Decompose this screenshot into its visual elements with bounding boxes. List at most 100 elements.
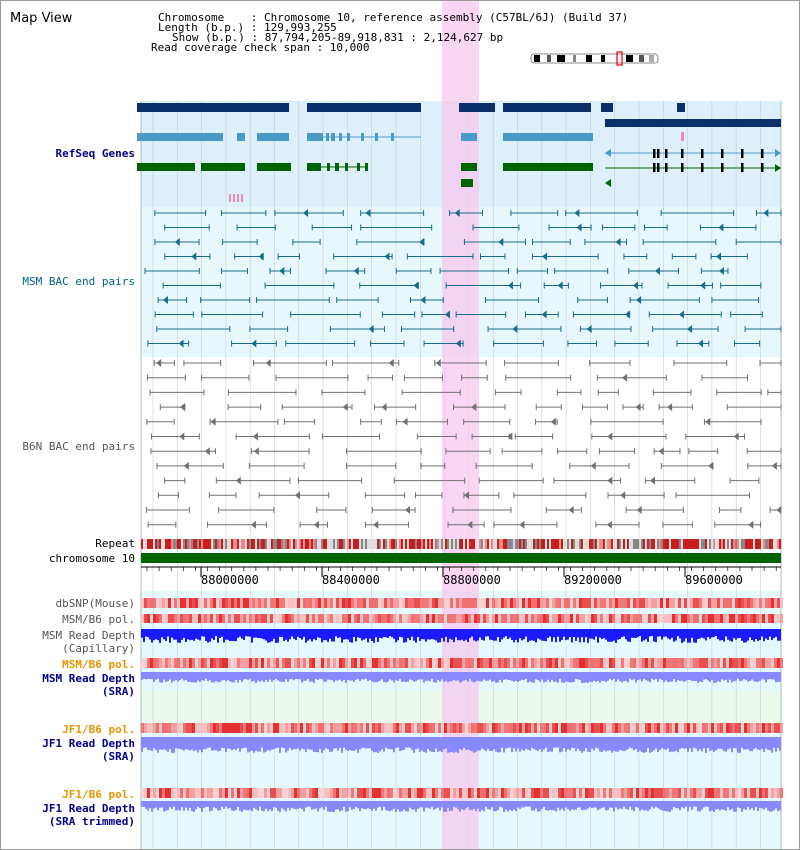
msm-pol-cell <box>144 614 147 623</box>
b6n-bac-pair-arrow <box>313 520 319 529</box>
jf1-trimmed-depth-bar <box>585 801 587 810</box>
msm-capillary-depth-bar <box>459 629 461 641</box>
jf1-trimmed-depth-bar <box>477 801 479 809</box>
jf1-trimmed-depth-bar <box>197 801 199 807</box>
msm-sra-depth-bar <box>383 672 385 682</box>
repeat-mark <box>659 539 661 549</box>
msm-sra-depth-bar <box>359 672 361 682</box>
gene-arrow <box>775 149 781 157</box>
repeat-mark <box>499 539 501 549</box>
msm-pol-cell <box>621 614 624 623</box>
track-label-msm-bac[interactable]: MSM BAC end pairs <box>22 275 135 288</box>
msm-bac-pair-arrow <box>678 310 684 319</box>
jf1-sra-depth-bar <box>251 737 253 751</box>
msm-sra-depth-bar <box>213 672 215 683</box>
jf1-trimmed-depth-bar <box>469 801 471 811</box>
msm-capillary-depth-bar <box>489 629 491 640</box>
msm-sra-depth-bar <box>307 672 309 679</box>
jf1-trimmed-depth-bar <box>543 801 545 807</box>
jf1-pol2-cell <box>747 788 750 798</box>
msm-pol-cell <box>699 614 702 623</box>
msm-pol-cell <box>531 614 534 623</box>
msm-sra-depth-bar <box>727 672 729 683</box>
msm-sra-depth-bar <box>581 672 583 683</box>
track-label-refseq[interactable]: RefSeq Genes <box>55 147 135 160</box>
repeat-mark <box>361 539 363 549</box>
jf1-pol-cell <box>579 723 582 733</box>
jf1-sra-depth-bar <box>755 737 757 749</box>
jf1-trimmed-depth-bar <box>213 801 215 808</box>
dbsnp-cell <box>618 598 621 608</box>
repeat-mark <box>223 539 225 549</box>
msm-sra-depth-bar <box>755 672 757 682</box>
msm-capillary-depth-bar <box>761 629 763 637</box>
dbsnp-cell <box>474 598 477 608</box>
jf1-pol2-cell <box>597 788 600 798</box>
jf1-pol2-cell <box>429 788 432 798</box>
msm-pol2-cell <box>399 658 402 668</box>
msm-sra-depth-bar <box>153 672 155 682</box>
jf1-sra-depth-bar <box>471 737 473 752</box>
msm-capillary-depth-bar <box>749 629 751 638</box>
msm-capillary-depth-bar <box>655 629 657 643</box>
msm-sra-depth-bar <box>283 672 285 682</box>
msm-capillary-depth-bar <box>477 629 479 641</box>
jf1-pol-cell <box>168 723 171 733</box>
msm-sra-depth-bar <box>345 672 347 683</box>
msm-pol2-cell <box>156 658 159 668</box>
msm-sra-depth-bar <box>193 672 195 683</box>
jf1-sra-depth-bar <box>611 737 613 753</box>
track-label-b6n-bac[interactable]: B6N BAC end pairs <box>22 440 135 453</box>
jf1-sra-depth-bar <box>741 737 743 748</box>
jf1-pol-cell <box>729 723 732 733</box>
repeat-mark <box>775 539 777 549</box>
jf1-sra-depth-bar <box>559 737 561 753</box>
jf1-trimmed-depth-bar <box>657 801 659 809</box>
jf1-pol-cell <box>492 723 495 733</box>
msm-pol2-cell <box>468 658 471 668</box>
jf1-pol2-cell <box>150 788 153 798</box>
msm-sra-depth-bar <box>693 672 695 681</box>
msm-capillary-depth-bar <box>191 629 193 640</box>
msm-capillary-depth-bar <box>293 629 295 639</box>
jf1-pol2-cell <box>246 788 249 798</box>
jf1-sra-depth-bar <box>147 737 149 750</box>
jf1-trimmed-depth-bar <box>471 801 473 811</box>
jf1-pol-cell <box>657 723 660 733</box>
jf1-trimmed-depth-bar <box>675 801 677 809</box>
jf1-pol2-cell <box>714 788 717 798</box>
jf1-pol2-cell <box>438 788 441 798</box>
jf1-pol-cell <box>435 723 438 733</box>
msm-pol-cell <box>210 614 213 623</box>
coverage-span-info: Read coverage check span : 10,000 <box>151 41 370 54</box>
msm-sra-depth-bar <box>163 672 165 680</box>
msm-capillary-depth-bar <box>185 629 187 642</box>
msm-bac-pair-arrow <box>353 267 359 275</box>
msm-pol2-cell <box>735 658 738 668</box>
msm-pol2-cell <box>459 658 462 668</box>
jf1-sra-depth-bar <box>433 737 435 753</box>
repeat-mark <box>719 539 721 549</box>
msm-sra-depth-bar <box>733 672 735 682</box>
repeat-mark <box>173 539 175 549</box>
jf1-pol2-cell <box>735 788 738 798</box>
msm-sra-depth-bar <box>671 672 673 682</box>
msm-sra-depth-bar <box>143 672 145 679</box>
msm-sra-depth-bar <box>627 672 629 683</box>
msm-capillary-depth-bar <box>149 629 151 640</box>
jf1-sra-depth-bar <box>409 737 411 748</box>
msm-pol2-cell <box>720 658 723 668</box>
jf1-trimmed-depth-bar <box>421 801 423 808</box>
gene-exon <box>361 133 364 141</box>
jf1-sra-depth-bar <box>721 737 723 750</box>
jf1-pol2-cell <box>381 788 384 798</box>
msm-sra-depth-bar <box>663 672 665 683</box>
msm-pol2-cell <box>540 658 543 668</box>
msm-pol2-cell <box>702 658 705 668</box>
repeat-mark <box>377 539 379 549</box>
msm-pol2-cell <box>153 658 156 668</box>
jf1-pol-cell <box>678 723 681 733</box>
dbsnp-cell <box>759 598 762 608</box>
b6n-bac-pair-arrow <box>607 432 613 441</box>
